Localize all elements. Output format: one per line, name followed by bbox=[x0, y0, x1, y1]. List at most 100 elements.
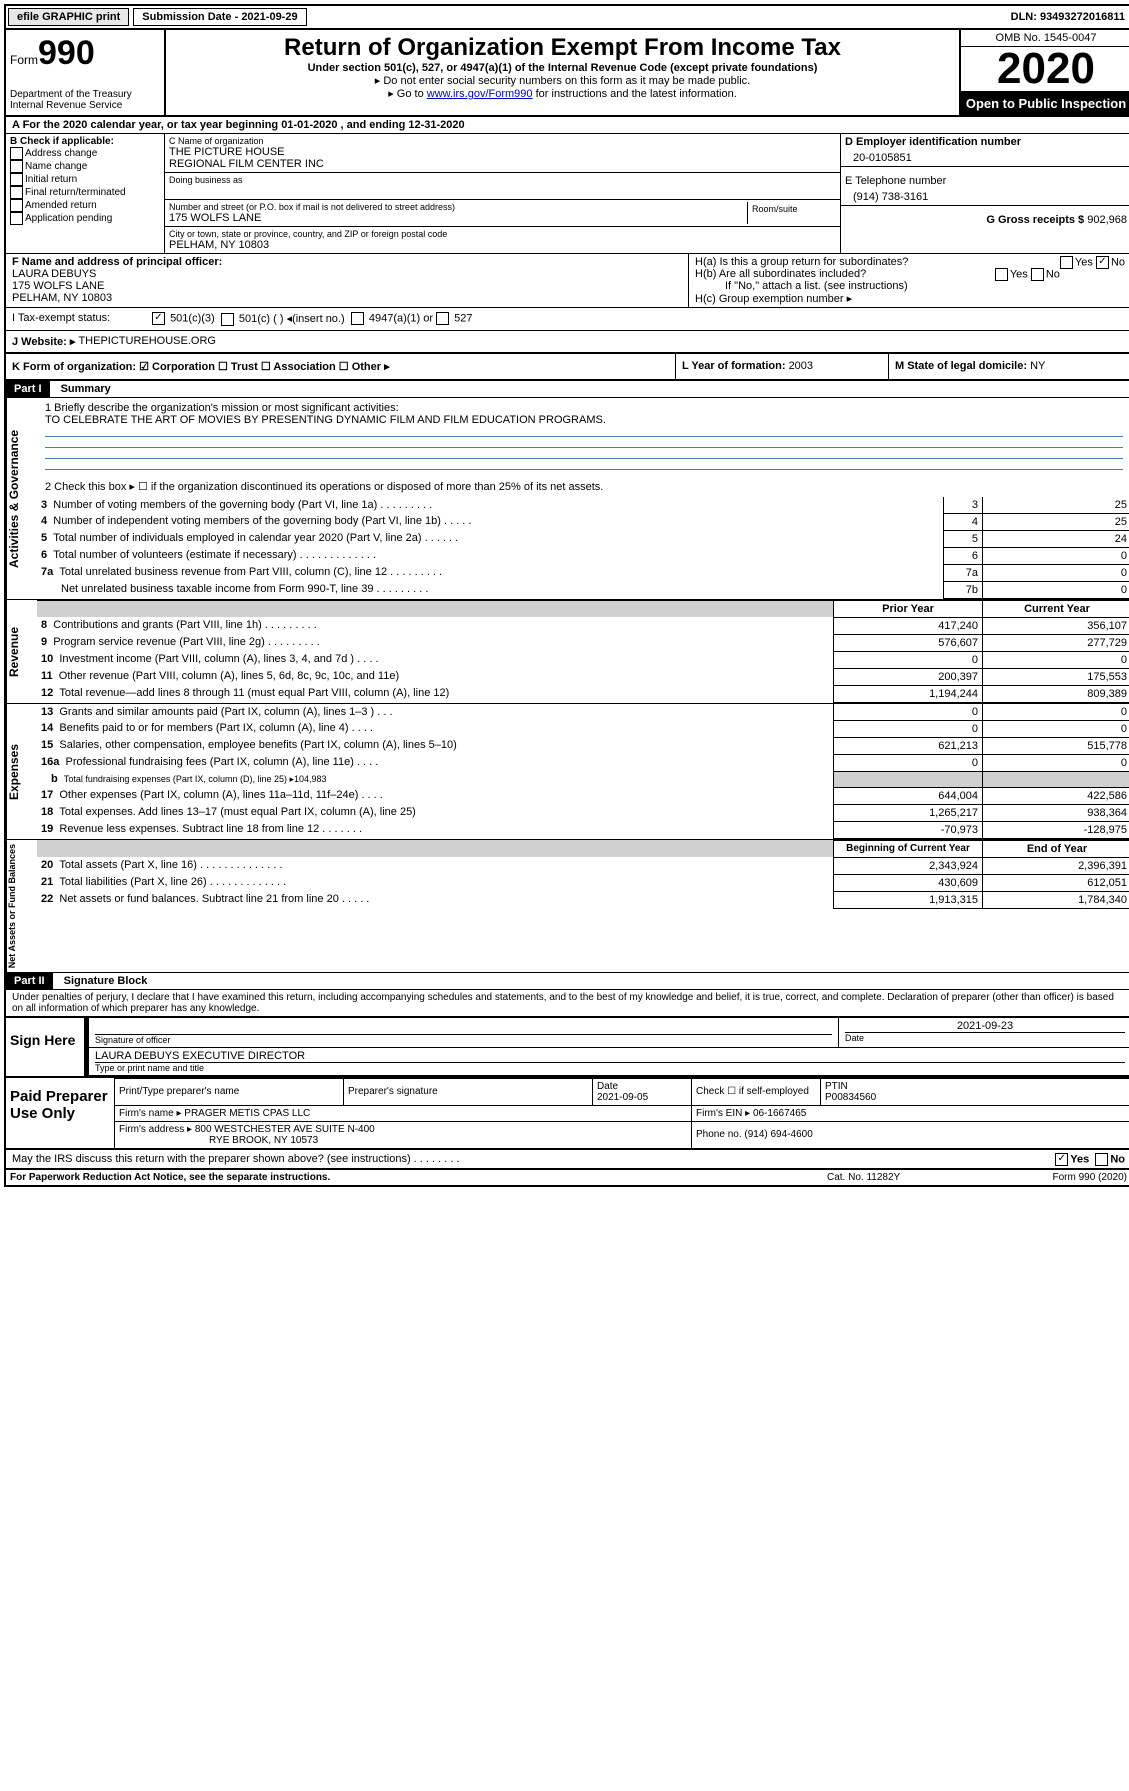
exp-row-18: 18 Total expenses. Add lines 13–17 (must… bbox=[37, 804, 834, 821]
gov-row-5: 5 Total number of individuals employed i… bbox=[37, 530, 944, 547]
rev-row-9: 9 Program service revenue (Part VIII, li… bbox=[37, 634, 834, 651]
gov-row-7a: 7a Total unrelated business revenue from… bbox=[37, 564, 944, 581]
prep-sig-hdr: Preparer's signature bbox=[344, 1078, 593, 1105]
part2-label: Signature Block bbox=[56, 975, 148, 987]
phone-value: (914) 738-3161 bbox=[845, 187, 1127, 203]
mission-answer: TO CELEBRATE THE ART OF MOVIES BY PRESEN… bbox=[45, 414, 1123, 426]
ein-label: D Employer identification number bbox=[845, 136, 1127, 148]
form-note1: ▸ Do not enter social security numbers o… bbox=[174, 74, 951, 87]
tax-year: 2020 bbox=[961, 47, 1129, 92]
form-footer: Form 990 (2020) bbox=[977, 1172, 1127, 1183]
cb-501c3[interactable]: ✓ 501(c)(3) bbox=[152, 312, 215, 326]
phone-label: E Telephone number bbox=[845, 175, 1127, 187]
room-label: Room/suite bbox=[747, 202, 836, 224]
gov-row-7b: Net unrelated business taxable income fr… bbox=[37, 581, 944, 598]
prep-date: 2021-09-05 bbox=[597, 1092, 648, 1103]
gov-row-4: 4 Number of independent voting members o… bbox=[37, 513, 944, 530]
exp-row-16b: b Total fundraising expenses (Part IX, c… bbox=[37, 771, 834, 787]
firm-address: 800 WESTCHESTER AVE SUITE N-400 bbox=[195, 1124, 375, 1135]
vlabel-revenue: Revenue bbox=[6, 600, 37, 703]
na-row-22: 22 Net assets or fund balances. Subtract… bbox=[37, 891, 834, 908]
signature-date: 2021-09-23 bbox=[845, 1020, 1125, 1032]
form-subtitle: Under section 501(c), 527, or 4947(a)(1)… bbox=[174, 62, 951, 74]
cb-name-change[interactable]: Name change bbox=[10, 160, 160, 173]
dba-label: Doing business as bbox=[169, 175, 836, 185]
gross-receipts-label: G Gross receipts $ bbox=[986, 214, 1087, 226]
addr-label: Number and street (or P.O. box if mail i… bbox=[169, 202, 747, 212]
sign-here-label: Sign Here bbox=[6, 1018, 85, 1076]
rev-row-8: 8 Contributions and grants (Part VIII, l… bbox=[37, 617, 834, 634]
officer-city: PELHAM, NY 10803 bbox=[12, 292, 682, 304]
exp-row-13: 13 Grants and similar amounts paid (Part… bbox=[37, 704, 834, 721]
cb-4947[interactable]: 4947(a)(1) or bbox=[351, 312, 433, 326]
org-city: PELHAM, NY 10803 bbox=[169, 239, 836, 251]
prep-self-employed[interactable]: Check ☐ if self-employed bbox=[692, 1078, 821, 1105]
officer-name: LAURA DEBUYS bbox=[12, 268, 682, 280]
paperwork-notice: For Paperwork Reduction Act Notice, see … bbox=[10, 1172, 827, 1183]
ein-value: 20-0105851 bbox=[845, 148, 1127, 164]
website-value: THEPICTUREHOUSE.ORG bbox=[78, 335, 216, 348]
open-inspection-badge: Open to Public Inspection bbox=[961, 92, 1129, 115]
exp-row-14: 14 Benefits paid to or for members (Part… bbox=[37, 720, 834, 737]
dept-label: Department of the Treasury Internal Reve… bbox=[10, 89, 160, 111]
cb-501c[interactable]: 501(c) ( ) ◂(insert no.) bbox=[221, 312, 345, 326]
exp-row-16a: 16a Professional fundraising fees (Part … bbox=[37, 754, 834, 771]
box-b-checkboxes: B Check if applicable: Address change Na… bbox=[6, 134, 165, 253]
vlabel-expenses: Expenses bbox=[6, 704, 37, 839]
officer-label: F Name and address of principal officer: bbox=[12, 256, 682, 268]
hdr-begin-year: Beginning of Current Year bbox=[834, 840, 983, 857]
cb-amended[interactable]: Amended return bbox=[10, 199, 160, 212]
part2-bar: Part II bbox=[6, 973, 53, 989]
org-name: THE PICTURE HOUSE REGIONAL FILM CENTER I… bbox=[169, 146, 836, 170]
perjury-statement: Under penalties of perjury, I declare th… bbox=[6, 990, 1129, 1016]
form-title: Return of Organization Exempt From Incom… bbox=[174, 34, 951, 62]
print-name-label: Type or print name and title bbox=[95, 1062, 1125, 1073]
dln-label: DLN: 93493272016811 bbox=[1011, 11, 1129, 23]
form-frame: Form990 Department of the Treasury Inter… bbox=[4, 30, 1129, 1187]
org-address: 175 WOLFS LANE bbox=[169, 212, 747, 224]
cb-address-change[interactable]: Address change bbox=[10, 147, 160, 160]
firm-phone: (914) 694-4600 bbox=[744, 1129, 812, 1140]
irs-link[interactable]: www.irs.gov/Form990 bbox=[427, 88, 533, 100]
exp-row-15: 15 Salaries, other compensation, employe… bbox=[37, 737, 834, 754]
firm-city: RYE BROOK, NY 10573 bbox=[119, 1135, 318, 1146]
submission-date-label: Submission Date - 2021-09-29 bbox=[133, 8, 306, 26]
h-c: H(c) Group exemption number ▸ bbox=[695, 292, 1125, 305]
gov-row-3: 3 Number of voting members of the govern… bbox=[37, 497, 944, 514]
gov-row-6: 6 Total number of volunteers (estimate i… bbox=[37, 547, 944, 564]
cb-527[interactable]: 527 bbox=[436, 312, 472, 326]
hdr-end-year: End of Year bbox=[983, 840, 1129, 857]
rev-row-11: 11 Other revenue (Part VIII, column (A),… bbox=[37, 668, 834, 685]
state-domicile: M State of legal domicile: NY bbox=[888, 354, 1129, 379]
top-toolbar: efile GRAPHIC print Submission Date - 20… bbox=[4, 4, 1129, 30]
form-number: Form990 bbox=[10, 34, 160, 73]
na-row-21: 21 Total liabilities (Part X, line 26) .… bbox=[37, 874, 834, 891]
gross-receipts-value: 902,968 bbox=[1087, 214, 1127, 226]
rev-row-12: 12 Total revenue—add lines 8 through 11 … bbox=[37, 685, 834, 702]
row-a-taxyear: A For the 2020 calendar year, or tax yea… bbox=[6, 117, 1129, 134]
efile-print-button[interactable]: efile GRAPHIC print bbox=[8, 8, 129, 26]
hdr-prior-year: Prior Year bbox=[834, 600, 983, 617]
rev-row-10: 10 Investment income (Part VIII, column … bbox=[37, 651, 834, 668]
h-note: If "No," attach a list. (see instruction… bbox=[695, 280, 1125, 292]
prep-name-hdr: Print/Type preparer's name bbox=[115, 1078, 344, 1105]
form-note2: ▸ Go to www.irs.gov/Form990 for instruct… bbox=[174, 87, 951, 100]
officer-print-name: LAURA DEBUYS EXECUTIVE DIRECTOR bbox=[95, 1050, 1125, 1062]
date-label: Date bbox=[845, 1032, 1125, 1043]
cat-no: Cat. No. 11282Y bbox=[827, 1172, 977, 1183]
part1-label: Summary bbox=[53, 383, 111, 395]
firm-ein: 06-1667465 bbox=[753, 1108, 806, 1119]
h-b: H(b) Are all subordinates included? Yes … bbox=[695, 268, 1125, 280]
city-label: City or town, state or province, country… bbox=[169, 229, 836, 239]
cb-final-return[interactable]: Final return/terminated bbox=[10, 186, 160, 199]
exp-row-17: 17 Other expenses (Part IX, column (A), … bbox=[37, 787, 834, 804]
vlabel-governance: Activities & Governance bbox=[6, 398, 37, 599]
part1-bar: Part I bbox=[6, 381, 50, 397]
cb-initial-return[interactable]: Initial return bbox=[10, 173, 160, 186]
cb-application-pending[interactable]: Application pending bbox=[10, 212, 160, 225]
officer-addr: 175 WOLFS LANE bbox=[12, 280, 682, 292]
tax-exempt-label: I Tax-exempt status: bbox=[12, 312, 152, 326]
firm-name: PRAGER METIS CPAS LLC bbox=[184, 1108, 310, 1119]
discuss-row: May the IRS discuss this return with the… bbox=[6, 1150, 1129, 1170]
exp-row-19: 19 Revenue less expenses. Subtract line … bbox=[37, 821, 834, 838]
